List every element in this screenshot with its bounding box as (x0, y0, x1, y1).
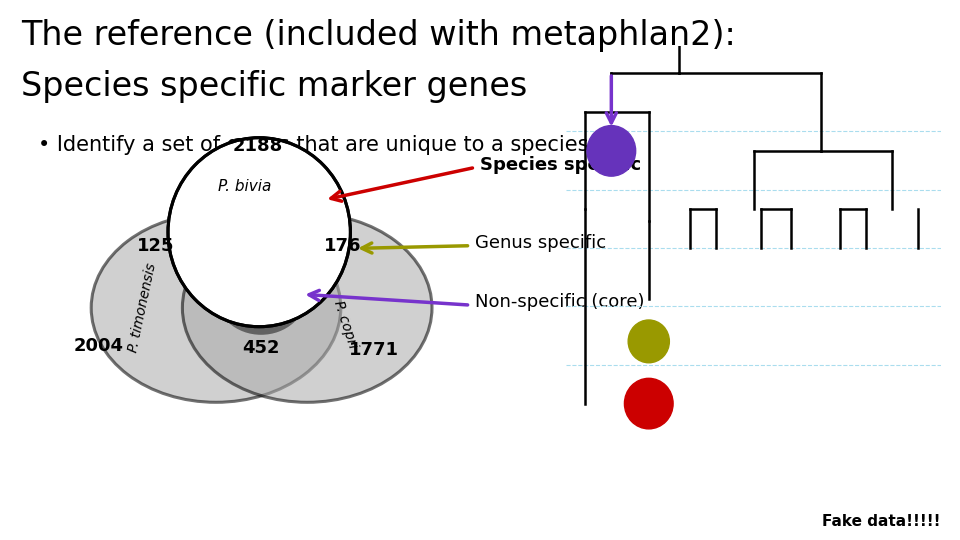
Ellipse shape (91, 213, 341, 402)
Text: 2004: 2004 (74, 336, 124, 355)
Text: Species specific marker genes: Species specific marker genes (21, 70, 527, 103)
Text: 125: 125 (136, 237, 175, 255)
Text: • Identify a set of genes that are unique to a species: • Identify a set of genes that are uniqu… (38, 135, 588, 155)
Text: Species specific: Species specific (480, 156, 641, 174)
Text: 176: 176 (324, 237, 362, 255)
Text: 1305: 1305 (236, 285, 286, 303)
Text: P. bivia: P. bivia (218, 179, 272, 194)
Text: Non-specific (core): Non-specific (core) (475, 293, 645, 312)
Text: The reference (included with metaphlan2):: The reference (included with metaphlan2)… (21, 19, 736, 52)
Ellipse shape (182, 213, 432, 402)
Circle shape (587, 126, 636, 176)
Text: Genus specific: Genus specific (475, 234, 607, 252)
Text: 1771: 1771 (349, 341, 399, 359)
Text: Fake data!!!!!: Fake data!!!!! (823, 514, 941, 529)
Text: 2188: 2188 (232, 137, 282, 155)
Ellipse shape (215, 254, 307, 335)
Text: P. copri: P. copri (331, 298, 360, 350)
Circle shape (624, 379, 673, 429)
Ellipse shape (168, 138, 350, 327)
Text: 452: 452 (242, 339, 280, 357)
Circle shape (628, 320, 669, 363)
Text: P. timonensis: P. timonensis (126, 262, 158, 354)
